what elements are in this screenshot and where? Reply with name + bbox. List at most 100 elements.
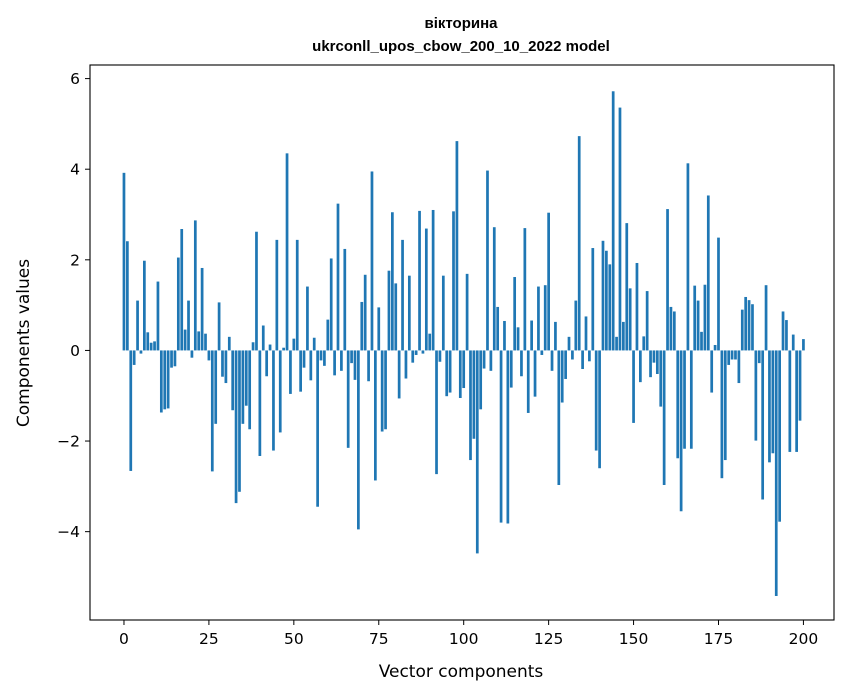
bar-component-30: [224, 350, 228, 384]
bar-component-125: [547, 212, 550, 351]
bar-component-32: [231, 350, 235, 411]
bar-component-0: [122, 172, 126, 351]
bar-component-46: [278, 350, 282, 433]
bar-component-192: [774, 350, 778, 596]
bar-component-145: [615, 336, 618, 351]
bar-component-144: [611, 91, 615, 351]
bar-component-17: [180, 229, 184, 351]
x-tick-label: 100: [449, 630, 479, 648]
bar-component-133: [574, 300, 578, 351]
bar-component-197: [791, 334, 795, 351]
bar-component-14: [170, 350, 173, 368]
y-axis-label: Components values: [14, 259, 34, 427]
bar-component-169: [696, 300, 700, 351]
bar-component-73: [370, 171, 374, 351]
bar-component-159: [662, 350, 666, 485]
bar-component-3: [132, 350, 136, 365]
bar-component-190: [768, 350, 771, 463]
bars-group: [122, 91, 805, 596]
bar-component-11: [159, 350, 163, 413]
bar-component-33: [234, 350, 238, 504]
bar-component-150: [632, 350, 635, 423]
bar-component-105: [479, 350, 483, 410]
y-tick-label: 2: [70, 251, 80, 269]
bar-component-122: [537, 286, 540, 351]
plot-frame: [89, 64, 835, 621]
bar-component-91: [431, 209, 435, 351]
bar-component-188: [761, 350, 765, 500]
bar-component-196: [788, 350, 792, 452]
bar-component-132: [571, 350, 574, 360]
bar-component-15: [173, 350, 177, 367]
bar-component-28: [217, 302, 221, 351]
x-axis-ticks: 0 25 50 75 100 125 150 175 200: [119, 620, 818, 648]
bar-component-189: [764, 285, 768, 351]
bar-component-8: [149, 342, 153, 351]
y-axis-ticks: −4 −2 0 2 4 6: [57, 70, 90, 541]
bar-component-37: [248, 350, 252, 430]
bar-component-79: [391, 212, 394, 351]
bar-component-123: [540, 350, 544, 355]
bar-component-74: [374, 350, 377, 481]
bar-component-185: [751, 304, 754, 351]
bar-component-95: [445, 350, 449, 397]
bar-component-55: [309, 350, 313, 381]
bar-component-139: [594, 350, 598, 451]
bar-component-134: [577, 136, 581, 351]
bar-component-158: [659, 350, 663, 407]
bar-component-112: [503, 320, 506, 351]
bar-component-147: [622, 321, 625, 351]
x-tick-label: 150: [619, 630, 649, 648]
bar-component-178: [727, 350, 731, 365]
bar-component-72: [367, 350, 370, 382]
bar-component-90: [428, 333, 432, 351]
bar-component-92: [435, 350, 438, 475]
bar-component-89: [424, 228, 428, 351]
bar-component-177: [723, 350, 727, 461]
bar-component-75: [377, 307, 381, 351]
bar-component-137: [588, 350, 591, 362]
bar-component-171: [703, 284, 707, 351]
bar-component-84: [407, 275, 411, 351]
bar-component-187: [757, 350, 761, 364]
bar-component-97: [452, 211, 455, 351]
bar-component-69: [357, 350, 360, 530]
bar-component-170: [700, 331, 703, 351]
bar-component-191: [771, 350, 775, 454]
bar-component-35: [241, 350, 245, 424]
bar-component-136: [584, 316, 588, 351]
bar-component-77: [384, 350, 387, 430]
bar-component-129: [560, 350, 564, 403]
bar-component-20: [190, 350, 194, 358]
bar-component-157: [655, 350, 659, 374]
bar-component-151: [635, 262, 639, 351]
bar-component-27: [214, 350, 218, 424]
bar-component-115: [513, 277, 517, 351]
bar-component-111: [499, 350, 503, 523]
bar-component-102: [469, 350, 472, 461]
bar-component-126: [550, 350, 554, 371]
bar-component-41: [261, 325, 265, 351]
bar-component-82: [401, 239, 404, 351]
bar-component-78: [387, 270, 391, 351]
bar-component-86: [414, 350, 418, 355]
bar-component-4: [136, 300, 139, 351]
bar-component-113: [506, 350, 510, 524]
bar-component-163: [676, 350, 680, 459]
x-tick-label: 175: [704, 630, 734, 648]
bar-component-51: [295, 239, 299, 351]
bar-component-60: [326, 319, 330, 351]
bar-component-180: [734, 350, 737, 360]
bar-component-40: [258, 350, 262, 456]
bar-component-110: [496, 306, 500, 351]
x-tick-label: 25: [199, 630, 219, 648]
y-tick-label: 0: [70, 342, 80, 360]
bar-component-198: [795, 350, 798, 452]
bar-component-184: [747, 300, 751, 351]
bar-component-22: [197, 331, 201, 351]
x-tick-label: 125: [534, 630, 564, 648]
bar-component-193: [778, 350, 781, 522]
bar-component-183: [744, 296, 748, 351]
bar-component-96: [448, 350, 452, 393]
bar-component-120: [530, 320, 533, 351]
